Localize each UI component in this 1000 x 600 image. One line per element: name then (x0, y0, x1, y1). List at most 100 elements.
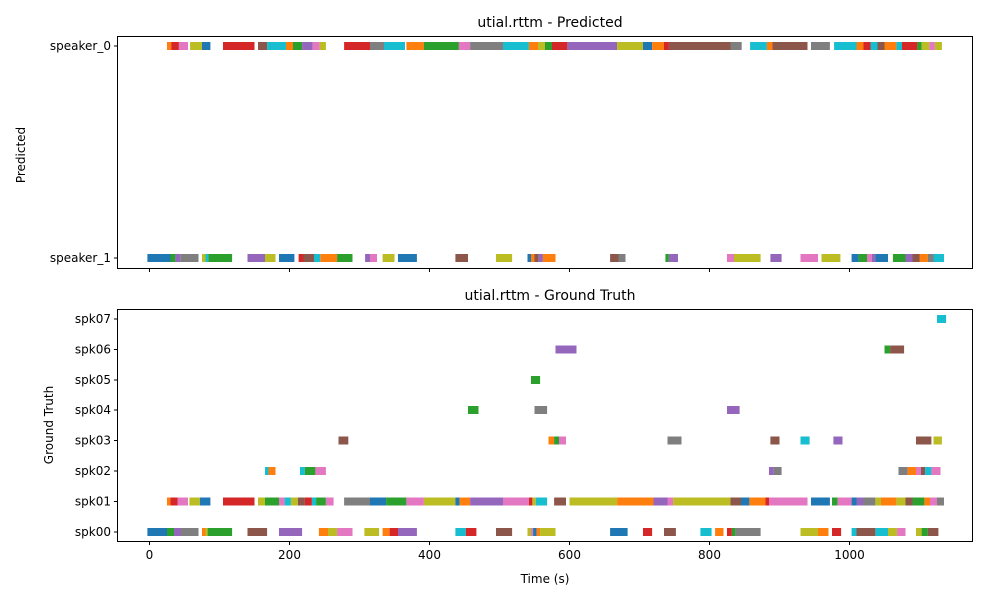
predicted-segment-speaker_1-52 (202, 254, 206, 262)
predicted-segment-speaker_1-79 (734, 254, 761, 262)
ground-truth-segment-spk01-66 (741, 497, 750, 506)
ground-truth-x-tick-label-1000: 1000 (834, 548, 865, 562)
ground-truth-segment-spk00-114 (731, 528, 736, 536)
predicted-segment-speaker_0-11 (312, 42, 320, 50)
ground-truth-segment-spk02-26 (907, 467, 916, 475)
ground-truth-segment-spk03-14 (800, 436, 810, 445)
ground-truth-segment-spk00-111 (700, 528, 712, 536)
predicted-segment-speaker_1-67 (455, 254, 468, 262)
predicted-y-axis-label: Predicted (14, 127, 28, 183)
ground-truth-y-tick-label-spk07: spk07 (75, 312, 111, 326)
ground-truth-segment-spk03-17 (933, 436, 942, 445)
predicted-segment-speaker_1-92 (927, 254, 934, 262)
ground-truth-y-axis-label: Ground Truth (42, 386, 56, 464)
predicted-segment-speaker_1-76 (665, 254, 669, 262)
ground-truth-x-tick-label-0: 0 (146, 548, 154, 562)
predicted-segment-speaker_1-73 (542, 254, 556, 262)
predicted-segment-speaker_1-49 (170, 254, 176, 262)
predicted-segment-speaker_0-39 (870, 42, 878, 50)
ground-truth-segment-spk00-99 (398, 528, 417, 536)
predicted-segment-speaker_1-71 (534, 254, 539, 262)
predicted-segment-speaker_0-12 (319, 42, 326, 50)
ground-truth-segment-spk00-113 (727, 528, 732, 536)
predicted-segment-speaker_1-68 (496, 254, 513, 262)
ground-truth-segment-spk00-124 (916, 528, 922, 536)
ground-truth-y-tick-label-spk01: spk01 (75, 495, 111, 509)
ground-truth-segment-spk00-88 (202, 528, 206, 536)
predicted-y-ticks: speaker_1 speaker_0 (50, 39, 118, 265)
ground-truth-segment-spk01-68 (765, 497, 769, 506)
predicted-segment-speaker_1-88 (892, 254, 906, 262)
ground-truth-segment-spk04-6 (534, 406, 548, 414)
ground-truth-segment-spk07-0 (937, 315, 947, 323)
ground-truth-panel: utial.rttm - Ground Truth Ground Truth T… (42, 288, 973, 586)
ground-truth-segment-spk03-11 (559, 436, 566, 445)
predicted-segment-speaker_1-72 (538, 254, 543, 262)
ground-truth-segment-spk00-107 (540, 528, 556, 536)
ground-truth-segment-spk02-23 (769, 467, 774, 475)
ground-truth-segment-spk00-89 (205, 528, 208, 536)
ground-truth-segment-spk02-24 (773, 467, 782, 475)
predicted-segment-speaker_1-56 (265, 254, 276, 262)
predicted-segment-speaker_0-16 (406, 42, 424, 50)
predicted-segment-speaker_0-38 (863, 42, 871, 50)
predicted-segment-speaker_0-23 (545, 42, 552, 50)
ground-truth-segment-spk01-44 (311, 497, 317, 506)
ground-truth-segment-spk01-47 (344, 497, 370, 506)
ground-truth-segment-spk06-3 (890, 345, 905, 354)
predicted-segment-speaker_1-86 (871, 254, 876, 262)
ground-truth-segment-spk00-112 (715, 528, 724, 536)
ground-truth-segment-spk01-83 (937, 497, 944, 506)
predicted-segment-speaker_1-75 (618, 254, 626, 262)
ground-truth-segment-spk01-58 (535, 497, 548, 506)
ground-truth-segment-spk00-98 (389, 528, 398, 536)
predicted-segment-speaker_0-29 (664, 42, 669, 50)
ground-truth-segment-spk05-4 (531, 376, 541, 384)
ground-truth-segment-spk01-75 (863, 497, 876, 506)
predicted-panel: utial.rttm - Predicted Predicted speaker… (14, 15, 973, 272)
ground-truth-title: utial.rttm - Ground Truth (465, 288, 636, 304)
ground-truth-segment-spk01-80 (912, 497, 925, 506)
ground-truth-segment-spk01-54 (470, 497, 503, 506)
predicted-segment-speaker_1-62 (337, 254, 353, 262)
predicted-segment-speaker_0-9 (293, 42, 303, 50)
ground-truth-segment-spk01-34 (189, 497, 200, 506)
ground-truth-x-tick-label-800: 800 (698, 548, 721, 562)
predicted-segment-speaker_1-77 (668, 254, 678, 262)
predicted-segment-speaker_1-66 (398, 254, 417, 262)
ground-truth-segment-spk01-76 (875, 497, 881, 506)
predicted-segment-speaker_1-93 (933, 254, 944, 262)
predicted-segment-speaker_1-57 (279, 254, 295, 262)
predicted-segment-speaker_1-91 (919, 254, 928, 262)
ground-truth-segment-spk00-103 (527, 528, 531, 536)
predicted-segment-speaker_0-3 (190, 42, 202, 50)
ground-truth-segment-spk01-38 (265, 497, 279, 506)
predicted-segment-speaker_0-25 (567, 42, 618, 50)
ground-truth-segment-spk00-87 (181, 528, 199, 536)
ground-truth-segment-spk01-33 (177, 497, 188, 506)
ground-truth-segment-spk01-45 (316, 497, 326, 506)
predicted-segment-speaker_0-43 (902, 42, 918, 50)
ground-truth-y-tick-label-spk06: spk06 (75, 343, 111, 357)
ground-truth-segment-spk01-65 (730, 497, 741, 506)
ground-truth-segment-spk03-9 (548, 436, 555, 445)
predicted-segment-speaker_0-37 (856, 42, 864, 50)
ground-truth-segment-spk01-73 (851, 497, 857, 506)
ground-truth-segment-spk01-55 (503, 497, 529, 506)
ground-truth-segment-spk00-118 (832, 528, 842, 536)
ground-truth-segment-spk00-96 (364, 528, 380, 536)
ground-truth-segment-spk01-39 (279, 497, 285, 506)
predicted-segment-speaker_1-87 (875, 254, 888, 262)
predicted-segment-speaker_1-61 (320, 254, 338, 262)
ground-truth-segment-spk01-31 (167, 497, 171, 506)
ground-truth-y-ticks: spk00 spk01 spk02 spk03 spk04 spk05 spk06 spk07 (75, 312, 118, 539)
ground-truth-segment-spk01-36 (223, 497, 255, 506)
ground-truth-plot-frame (117, 309, 973, 542)
predicted-segment-speaker_1-59 (303, 254, 314, 262)
predicted-segment-speaker_0-14 (370, 42, 384, 50)
ground-truth-segment-spk01-74 (856, 497, 864, 506)
ground-truth-segment-spk00-121 (875, 528, 888, 536)
ground-truth-segment-spk02-18 (265, 467, 269, 475)
predicted-segment-speaker_0-18 (458, 42, 471, 50)
predicted-segment-speaker_0-45 (921, 42, 930, 50)
